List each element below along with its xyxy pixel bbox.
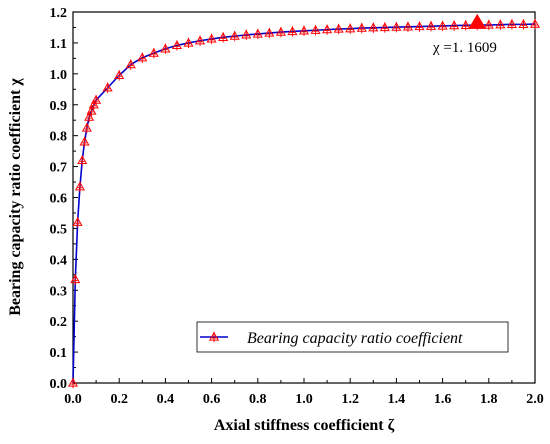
- y-tick-label: 0.7: [50, 161, 68, 176]
- x-tick-label: 1.4: [388, 392, 406, 407]
- data-point: [160, 43, 171, 54]
- x-tick-label: 2.0: [526, 392, 544, 407]
- legend: Bearing capacity ratio coefficient: [196, 321, 509, 353]
- data-point: [483, 19, 494, 31]
- data-point: [206, 33, 217, 45]
- x-tick-label: 1.6: [434, 392, 452, 407]
- data-point: [356, 22, 367, 34]
- data-point: [84, 111, 95, 123]
- data-point: [264, 27, 275, 39]
- x-tick-label: 1.8: [480, 392, 498, 407]
- x-tick-label: 0.0: [64, 392, 82, 407]
- data-point: [322, 24, 333, 35]
- data-point: [460, 20, 471, 31]
- data-point: [333, 23, 344, 35]
- data-point: [275, 26, 286, 38]
- data-point: [183, 37, 194, 49]
- data-point: [518, 19, 529, 30]
- data-point: [252, 28, 263, 40]
- y-tick-label: 0.5: [50, 222, 68, 237]
- data-point: [287, 26, 298, 37]
- data-point: [86, 105, 97, 117]
- x-tick-label: 0.2: [110, 392, 128, 407]
- data-point: [72, 217, 83, 228]
- data-point: [137, 52, 148, 63]
- annotation-label: χ =1. 1609: [432, 40, 497, 56]
- data-point: [218, 32, 229, 43]
- y-tick-label: 0.9: [50, 99, 68, 114]
- data-point: [91, 94, 102, 106]
- y-axis-title: Bearing capacity ratio coefficient χ: [7, 78, 24, 316]
- data-point: [414, 21, 425, 32]
- y-tick-label: 0.8: [50, 130, 68, 145]
- y-tick-label: 0.6: [50, 192, 68, 207]
- x-tick-label: 0.6: [203, 392, 221, 407]
- annotation-marker: [468, 13, 487, 29]
- data-point: [74, 181, 85, 192]
- data-point: [79, 136, 90, 148]
- x-tick-label: 0.8: [249, 392, 267, 407]
- data-point: [70, 274, 81, 285]
- data-point: [67, 377, 79, 389]
- data-point: [379, 22, 390, 33]
- data-point: [506, 19, 517, 30]
- data-point: [194, 35, 206, 46]
- data-point: [368, 22, 379, 33]
- y-tick-label: 0.1: [50, 346, 68, 361]
- data-point: [77, 155, 88, 166]
- data-point: [171, 40, 183, 51]
- legend-label: Bearing capacity ratio coefficient: [247, 330, 463, 347]
- data-point: [241, 29, 252, 41]
- data-point: [449, 20, 460, 31]
- data-point: [495, 19, 506, 30]
- data-point: [81, 122, 92, 134]
- data-point: [148, 47, 159, 59]
- y-tick-label: 1.2: [50, 6, 68, 21]
- markers-layer: [67, 18, 541, 389]
- data-point: [310, 25, 321, 36]
- y-tick-label: 0.0: [50, 377, 68, 392]
- data-point: [425, 21, 437, 32]
- data-point: [102, 82, 113, 93]
- x-tick-label: 0.4: [157, 392, 175, 407]
- data-point: [391, 21, 402, 33]
- data-point: [125, 59, 136, 70]
- data-point: [345, 23, 356, 34]
- data-point: [229, 30, 240, 42]
- data-point: [437, 20, 448, 32]
- y-tick-label: 0.2: [50, 315, 68, 330]
- y-tick-label: 0.3: [50, 284, 68, 299]
- data-point: [298, 25, 310, 37]
- legend-marker: [208, 331, 220, 343]
- data-point: [402, 21, 414, 33]
- legend-marker-shape: [208, 331, 220, 343]
- x-tick-label: 1.2: [341, 392, 359, 407]
- data-point: [529, 18, 541, 30]
- y-tick-label: 1.0: [50, 68, 68, 83]
- y-tick-label: 1.1: [50, 37, 68, 52]
- legend-box: [196, 321, 509, 353]
- x-axis-title: Axial stiffness coefficient ζ: [214, 417, 395, 434]
- ticks-layer: 0.0 0.2 0.4 0.6 0.8 1.0 1.2 1.4 1.6 1.8 2.0 0.0 0.1 0…: [50, 6, 544, 407]
- data-point: [114, 70, 125, 81]
- x-tick-label: 1.0: [295, 392, 313, 407]
- series-layer: [67, 18, 541, 389]
- y-tick-label: 0.4: [50, 253, 68, 268]
